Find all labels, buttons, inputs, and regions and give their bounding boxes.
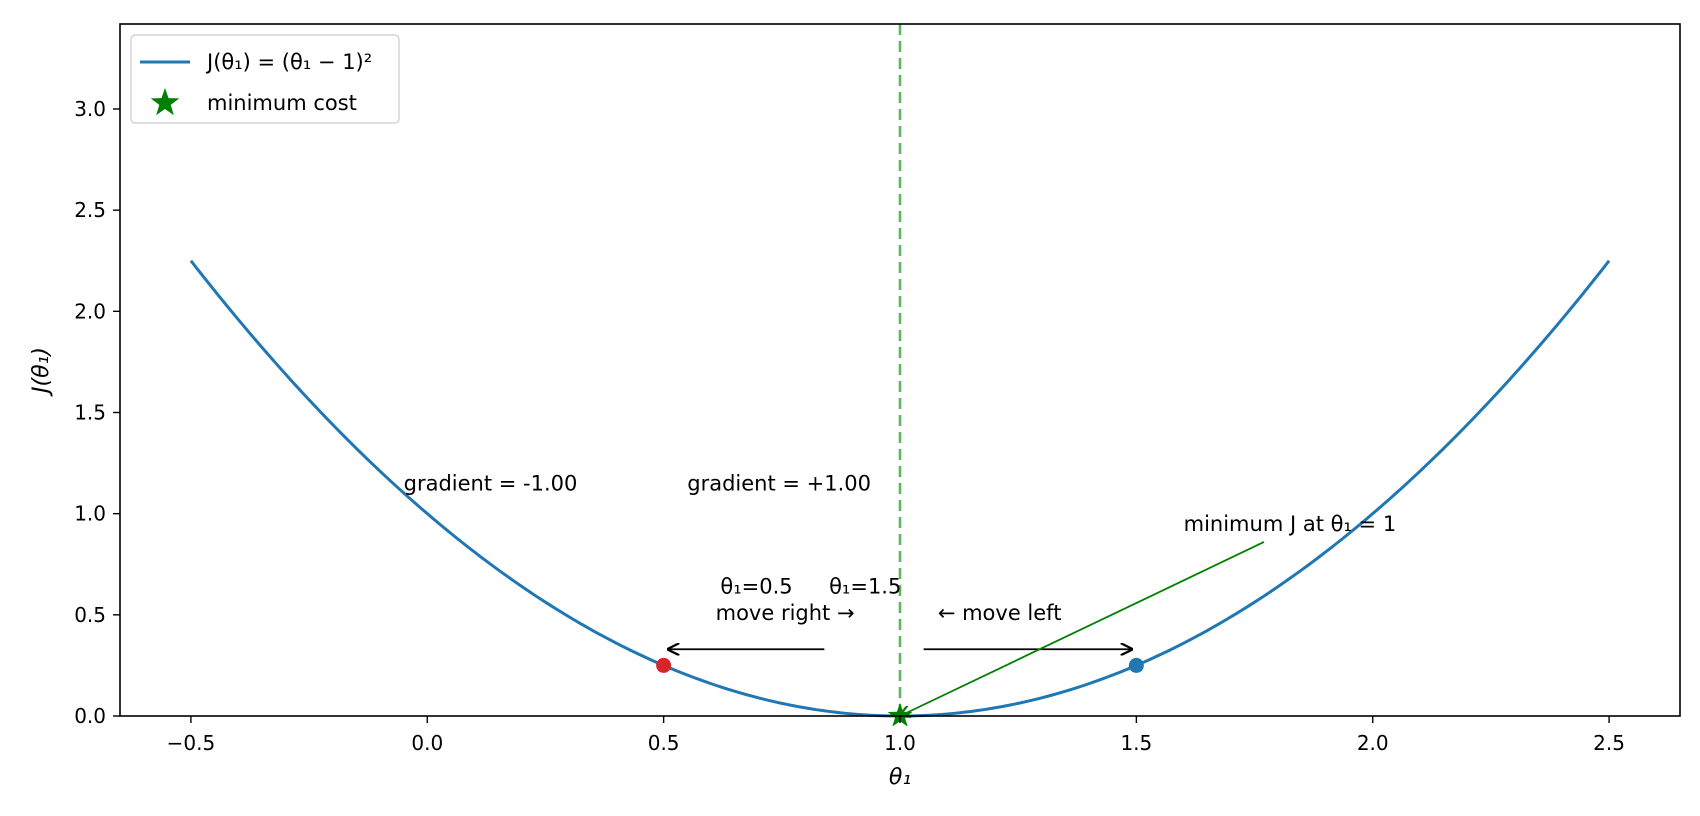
annotation-label: θ₁=0.5 bbox=[720, 575, 792, 599]
gradient-point bbox=[656, 657, 672, 673]
annotation-label: move right → bbox=[716, 601, 855, 625]
x-tick-label: −0.5 bbox=[167, 731, 216, 755]
legend-series-label: J(θ₁) = (θ₁ − 1)² bbox=[205, 50, 372, 74]
y-tick-label: 2.5 bbox=[74, 198, 106, 222]
x-tick-label: 2.0 bbox=[1357, 731, 1389, 755]
annotation-label: gradient = +1.00 bbox=[687, 471, 871, 495]
x-tick-label: 1.0 bbox=[884, 731, 916, 755]
annotation-label: minimum J at θ₁ = 1 bbox=[1184, 512, 1397, 536]
y-axis-label: J(θ₁) bbox=[29, 347, 54, 397]
gradient-point bbox=[1128, 657, 1144, 673]
annotation-label: ← move left bbox=[938, 601, 1062, 625]
x-tick-label: 0.5 bbox=[648, 731, 680, 755]
legend-box bbox=[130, 34, 400, 124]
axes-frame bbox=[119, 23, 1681, 717]
y-tick-label: 2.0 bbox=[74, 299, 106, 323]
axis-ticks: −0.5 0.0 0.5 1.0 1.5 2.0 2.5 0.0 0.5 1.0 1.5 2.0 2.5… bbox=[74, 97, 1625, 755]
y-tick-label: 1.0 bbox=[74, 502, 106, 526]
annotation-arrow bbox=[900, 541, 1265, 716]
x-axis-label: θ₁ bbox=[889, 765, 911, 790]
y-tick-label: 0.5 bbox=[74, 603, 106, 627]
legend-minimum-star bbox=[150, 88, 180, 116]
y-tick-label: 3.0 bbox=[74, 97, 106, 121]
y-tick-label: 1.5 bbox=[74, 400, 106, 424]
annotations: gradient = -1.00 gradient = +1.00 θ₁=0.5 θ₁… bbox=[404, 471, 1397, 624]
x-tick-label: 0.0 bbox=[411, 731, 443, 755]
annotation-label: θ₁=1.5 bbox=[829, 575, 901, 599]
x-tick-label: 2.5 bbox=[1593, 731, 1625, 755]
y-tick-label: 0.0 bbox=[74, 704, 106, 728]
minimum-star-marker bbox=[887, 703, 913, 727]
legend-minimum-label: minimum cost bbox=[207, 91, 357, 115]
legend: J(θ₁) = (θ₁ − 1)² minimum cost bbox=[130, 34, 400, 124]
annotation-label: gradient = -1.00 bbox=[404, 471, 578, 495]
x-tick-label: 1.5 bbox=[1120, 731, 1152, 755]
